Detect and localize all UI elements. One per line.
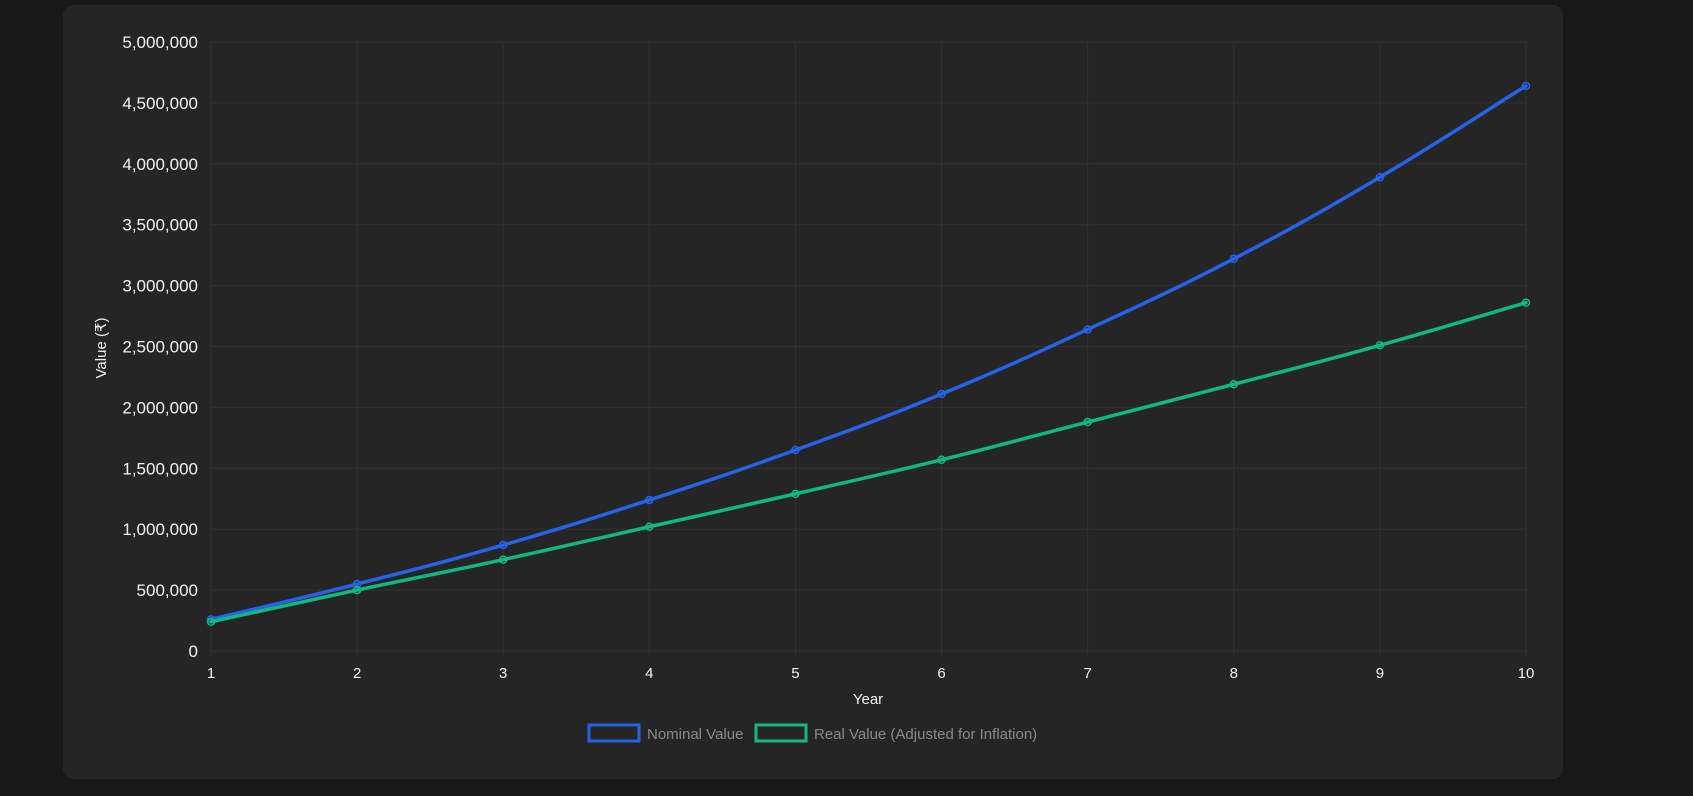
x-tick-label: 7 [1083, 665, 1091, 682]
y-tick-label: 0 [189, 642, 198, 661]
legend-item-1[interactable]: Nominal Value [587, 723, 743, 743]
data-point[interactable] [645, 522, 654, 532]
legend[interactable]: Nominal Value Real Value (Adjusted for In… [587, 723, 1037, 743]
x-tick-label: 1 [207, 665, 215, 682]
data-point[interactable] [791, 445, 800, 455]
y-tick-label: 4,000,000 [122, 155, 198, 174]
y-tick-label: 1,500,000 [122, 459, 198, 478]
data-point[interactable] [1375, 341, 1385, 350]
data-point[interactable] [645, 495, 654, 505]
data-point[interactable] [352, 579, 362, 589]
x-tick-label: 4 [645, 665, 653, 682]
data-point[interactable] [1229, 254, 1239, 264]
y-tick-label: 500,000 [137, 581, 198, 600]
x-tick-label: 3 [499, 665, 507, 682]
x-tick-label: 8 [1230, 665, 1238, 682]
y-tick-label: 3,000,000 [122, 277, 198, 296]
data-point[interactable] [1229, 380, 1239, 389]
data-point[interactable] [206, 617, 216, 627]
series-lines [206, 81, 1531, 627]
y-tick-label: 1,000,000 [122, 520, 198, 539]
y-axis-ticks: 0 500,000 1,000,000 1,500,000 2,000,000 2,500… [122, 33, 198, 661]
legend-swatch [754, 723, 808, 743]
x-axis-ticks: 1 2 3 4 5 6 7 8 9 10 [207, 665, 1535, 682]
data-point[interactable] [1521, 298, 1531, 307]
series-line-2 [209, 300, 1528, 624]
series-line-1 [209, 84, 1528, 622]
data-point[interactable] [498, 555, 508, 564]
data-point[interactable] [937, 389, 946, 399]
y-tick-label: 3,500,000 [122, 216, 198, 235]
y-tick-label: 2,500,000 [122, 338, 198, 357]
data-point[interactable] [1083, 417, 1092, 427]
x-tick-label: 5 [791, 665, 799, 682]
legend-item-2[interactable]: Real Value (Adjusted for Inflation) [754, 723, 1037, 743]
x-tick-label: 9 [1376, 665, 1384, 682]
y-tick-label: 5,000,000 [122, 33, 198, 52]
x-tick-label: 10 [1518, 665, 1535, 682]
y-axis-title: Value (₹) [93, 318, 110, 379]
legend-swatch [587, 723, 641, 743]
legend-label: Nominal Value [647, 726, 743, 743]
grid-lines [210, 41, 1527, 657]
y-tick-label: 2,000,000 [122, 398, 198, 417]
legend-label: Real Value (Adjusted for Inflation) [814, 726, 1037, 743]
x-tick-label: 6 [937, 665, 945, 682]
x-axis-title: Year [853, 691, 883, 708]
chart-card [63, 5, 1563, 779]
y-tick-label: 4,500,000 [122, 94, 198, 113]
data-point[interactable] [791, 489, 800, 499]
data-point[interactable] [1375, 172, 1385, 182]
data-point[interactable] [1521, 81, 1531, 91]
data-point[interactable] [352, 585, 362, 595]
data-point[interactable] [937, 455, 946, 465]
x-tick-label: 2 [353, 665, 361, 682]
data-point[interactable] [1083, 325, 1092, 334]
data-point[interactable] [498, 540, 508, 550]
